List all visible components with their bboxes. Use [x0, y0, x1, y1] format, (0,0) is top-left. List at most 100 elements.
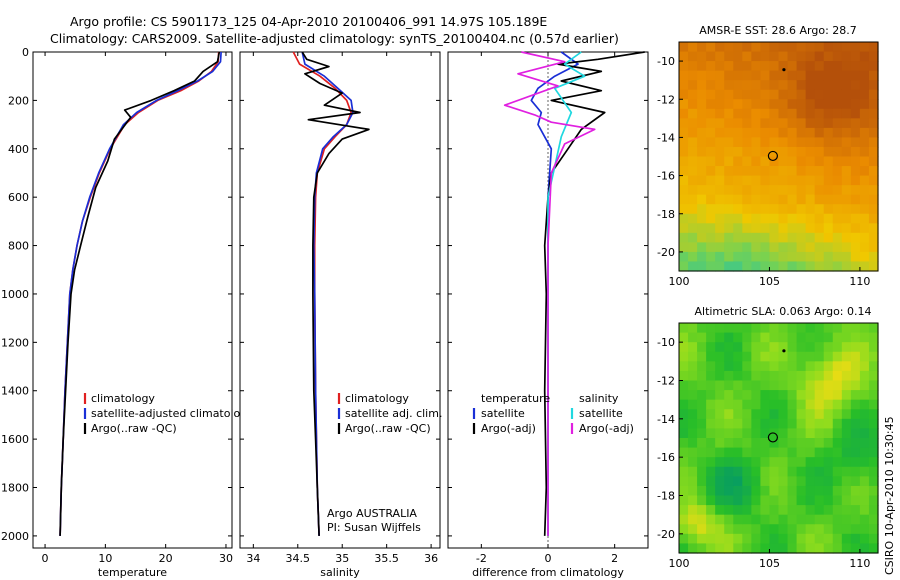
sla_map-cell	[832, 466, 843, 477]
sla_map-cell	[850, 495, 861, 506]
sla_map-cell	[823, 428, 834, 439]
sst_map-cell	[724, 42, 734, 53]
sla_map-cell	[769, 476, 780, 487]
sst_map-cell	[706, 108, 716, 119]
sla_map-cell	[688, 476, 698, 487]
sla_map-cell	[868, 399, 879, 410]
sla_map-cell	[787, 543, 798, 554]
sla_map-cell	[769, 447, 780, 458]
sst_map-cell	[823, 175, 834, 186]
sst_map-cell	[823, 251, 834, 263]
sst_map-cell	[823, 80, 834, 91]
sla_map-cell	[778, 495, 789, 506]
sla_map-cell	[778, 390, 789, 401]
sla_map-ytick-label: -20	[657, 528, 675, 541]
sst_map-cell	[742, 156, 752, 167]
sla_map-cell	[742, 514, 752, 525]
sst_map-cell	[751, 118, 762, 129]
sst_map-cell	[787, 175, 798, 186]
temperature-xtick-label: 20	[159, 552, 173, 565]
sla_map-cell	[706, 485, 716, 497]
sla_map-cell	[706, 533, 716, 545]
sst_map-cell	[841, 118, 852, 129]
sst_map-cell	[733, 51, 743, 62]
sst_map-cell	[706, 204, 716, 215]
sst_map-cell	[715, 61, 725, 72]
sla_map-cell	[769, 380, 780, 391]
sla_map-cell	[832, 543, 843, 554]
sst_map-cell	[688, 223, 698, 234]
sla_map-cell	[787, 361, 798, 372]
sla_map-cell	[697, 380, 707, 391]
sla_map-cell	[787, 447, 798, 458]
sst_map-cell	[742, 42, 752, 53]
sla_map-cell	[724, 370, 734, 382]
sla_map-cell	[733, 351, 743, 362]
sla_map-cell	[769, 390, 780, 401]
sla_map-cell	[787, 495, 798, 506]
sla_map-cell	[733, 418, 743, 430]
sst_map-cell	[733, 194, 743, 205]
sla_map-cell	[715, 533, 725, 545]
sla_map-cell	[688, 332, 698, 343]
sla_map-cell	[814, 370, 825, 382]
sst_map-cell	[778, 80, 789, 91]
sla_map-cell	[796, 514, 807, 525]
sla_map-cell	[868, 505, 879, 516]
sla_map-cell	[769, 399, 780, 410]
sst_map-cell	[733, 99, 743, 110]
sst_map-cell	[859, 118, 870, 129]
sst_map-cell	[724, 51, 734, 62]
sla_map-cell	[724, 495, 734, 506]
sst_map-cell	[778, 137, 789, 148]
sst_map-cell	[742, 204, 752, 215]
temperature-xtick-label: 0	[42, 552, 49, 565]
sla_map-cell	[850, 466, 861, 477]
sla_map-cell	[724, 409, 734, 420]
sla_map-cell	[688, 418, 698, 430]
sla_map-cell	[697, 485, 707, 497]
sst_map-cell	[688, 51, 698, 62]
sla_map-cell	[841, 370, 852, 382]
sla_map-cell	[787, 342, 798, 353]
sst_map-cell	[724, 185, 734, 196]
sst_map-cell	[805, 232, 816, 243]
sla_map-cell	[742, 476, 752, 487]
sst_map-cell	[859, 194, 870, 205]
sst_map-cell	[796, 251, 807, 263]
sla_map-cell	[796, 399, 807, 410]
sst_map-cell	[697, 213, 707, 224]
sst_map-cell	[742, 194, 752, 205]
sla_map-cell	[841, 524, 852, 535]
sst_map-cell	[796, 61, 807, 72]
sst_map-cell	[769, 166, 780, 177]
sla_map-cell	[778, 418, 789, 430]
sst_map-cell	[769, 213, 780, 224]
sst_map-cell	[850, 213, 861, 224]
sla_map-cell	[733, 332, 743, 343]
sla_map-cell	[868, 457, 879, 468]
sst_map-cell	[760, 127, 771, 139]
sst_map-cell	[742, 99, 752, 110]
sla_map-cell	[778, 332, 789, 343]
sla_map-cell	[859, 332, 870, 343]
sla_map-cell	[706, 514, 716, 525]
sla_map-cell	[814, 543, 825, 554]
sla_map-cell	[832, 457, 843, 468]
sst_map-cell	[715, 70, 725, 81]
sla_map-cell	[850, 524, 861, 535]
sst_map-cell	[733, 204, 743, 215]
salinity-annotation: Argo AUSTRALIA	[327, 507, 417, 520]
sst_map-cell	[787, 204, 798, 215]
sst_map-cell	[805, 156, 816, 167]
sla_map-cell	[724, 514, 734, 525]
sla_map-cell	[733, 485, 743, 497]
sla_map-cell	[742, 342, 752, 353]
sst_map-cell	[706, 166, 716, 177]
sst_map-cell	[796, 51, 807, 62]
sla_map-cell	[805, 370, 816, 382]
sst_map-cell	[769, 204, 780, 215]
sst_map-cell	[805, 166, 816, 177]
sst_map-cell	[805, 70, 816, 81]
sst_map-cell	[814, 175, 825, 186]
